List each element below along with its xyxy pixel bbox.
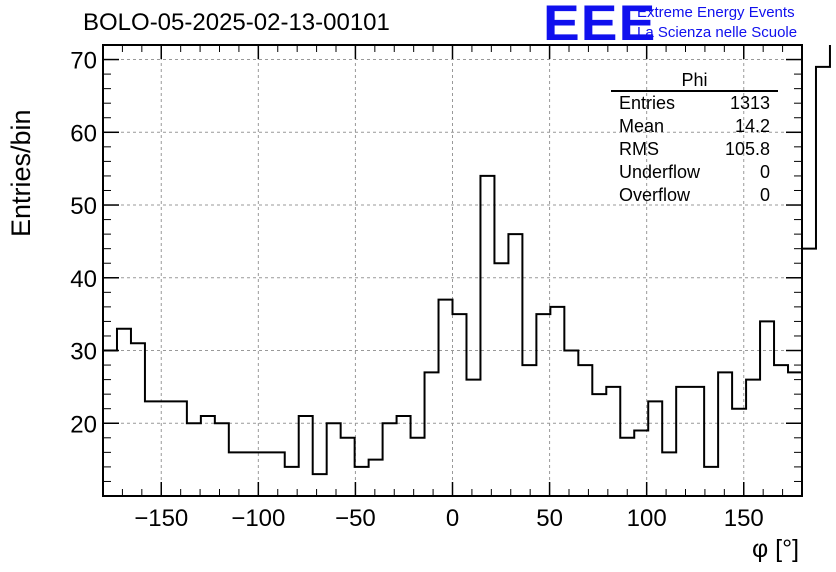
histogram-bin: [117, 329, 131, 496]
histogram-bin: [327, 423, 341, 496]
stats-value: 1313: [729, 93, 770, 113]
y-tick-label: 20: [70, 411, 97, 438]
histogram-bin: [718, 372, 732, 496]
histogram-bin: [229, 452, 243, 496]
histogram-bin: [131, 343, 145, 496]
histogram-bin: [215, 423, 229, 496]
histogram-bin: [620, 438, 634, 496]
histogram-bin: [453, 314, 467, 496]
grid-lines: [103, 45, 802, 496]
histogram-bin: [746, 380, 760, 496]
stats-row-underflow: Underflow 0: [611, 161, 778, 184]
histogram-bin: [145, 401, 159, 496]
histogram-bin: [355, 467, 369, 496]
histogram-bin: [564, 351, 578, 496]
y-tick-label: 70: [70, 48, 97, 75]
histogram-bin: [774, 365, 788, 496]
y-tick-label: 30: [70, 339, 97, 366]
stats-box: Phi Entries 1313 Mean 14.2 RMS 105.8 Und…: [611, 70, 778, 207]
histogram-bin: [369, 460, 383, 496]
stats-title: Phi: [611, 70, 778, 92]
histogram-bin: [704, 467, 718, 496]
x-tick-label: −100: [231, 505, 285, 532]
histogram-bin: [662, 452, 676, 496]
histogram-bin: [173, 401, 187, 496]
x-tick-label: 100: [627, 505, 667, 532]
stats-value: 0: [759, 185, 770, 205]
histogram-bin: [676, 387, 690, 496]
y-axis-label: Entries/bin: [6, 109, 36, 237]
histogram-bin: [480, 176, 494, 496]
histogram-bin: [802, 249, 816, 496]
histogram-bin: [816, 67, 830, 496]
x-axis-label: φ [°]: [752, 535, 800, 563]
logo-text-line2: La Scienza nelle Scuole: [637, 24, 798, 41]
histogram-bin: [690, 387, 704, 496]
histogram-outline: [103, 45, 831, 476]
histogram-bin: [159, 401, 173, 496]
eee-logo: EEE: [543, 0, 657, 51]
histogram-bin: [606, 387, 620, 496]
stats-row-entries: Entries 1313: [611, 92, 778, 115]
histogram-bin: [508, 234, 522, 496]
stats-value: 105.8: [724, 139, 770, 159]
histogram-bin: [397, 416, 411, 496]
x-tick-label: 0: [446, 505, 459, 532]
stats-label: Entries: [619, 93, 676, 113]
stats-row-overflow: Overflow 0: [611, 184, 778, 207]
histogram-bin: [383, 423, 397, 496]
histogram-bin: [299, 416, 313, 496]
stats-label: Mean: [619, 116, 665, 136]
axis-tick-labels: −150 −100 −50 0 50 100 150 20 30 40 50 60 70: [70, 48, 763, 532]
x-tick-label: 150: [724, 505, 764, 532]
axis-ticks: [103, 44, 802, 496]
histogram-bin: [341, 438, 355, 496]
stats-row-rms: RMS 105.8: [611, 138, 778, 161]
histogram-bin: [285, 467, 299, 496]
histogram-bin: [466, 380, 480, 496]
stats-label: RMS: [619, 139, 659, 159]
x-tick-label: −50: [335, 505, 376, 532]
y-tick-label: 40: [70, 266, 97, 293]
histogram-bin: [522, 365, 536, 496]
histogram-bin: [201, 416, 215, 496]
stats-row-mean: Mean 14.2: [611, 115, 778, 138]
stats-label: Overflow: [619, 185, 691, 205]
histogram-bin: [494, 263, 508, 496]
histogram-bin: [536, 314, 550, 496]
logo-text-line1: Extreme Energy Events: [637, 4, 795, 21]
y-tick-label: 60: [70, 120, 97, 147]
histogram-bin: [411, 438, 425, 496]
histogram-bin: [243, 452, 257, 496]
histogram-bin: [788, 372, 802, 496]
histogram-bin: [578, 365, 592, 496]
histogram-bin: [592, 394, 606, 496]
histogram-bin: [439, 300, 453, 496]
chart-title: BOLO-05-2025-02-13-00101: [83, 9, 390, 36]
stats-value: 14.2: [734, 116, 770, 136]
y-tick-label: 50: [70, 193, 97, 220]
histogram-bin: [187, 423, 201, 496]
x-tick-label: 50: [536, 505, 563, 532]
histogram-bin: [760, 321, 774, 496]
histogram-bin: [648, 401, 662, 496]
x-tick-label: −150: [134, 505, 188, 532]
histogram-bin: [313, 474, 327, 496]
stats-label: Underflow: [619, 162, 701, 182]
histogram-bin: [550, 307, 564, 496]
stats-value: 0: [759, 162, 770, 182]
histogram-bin: [425, 372, 439, 496]
